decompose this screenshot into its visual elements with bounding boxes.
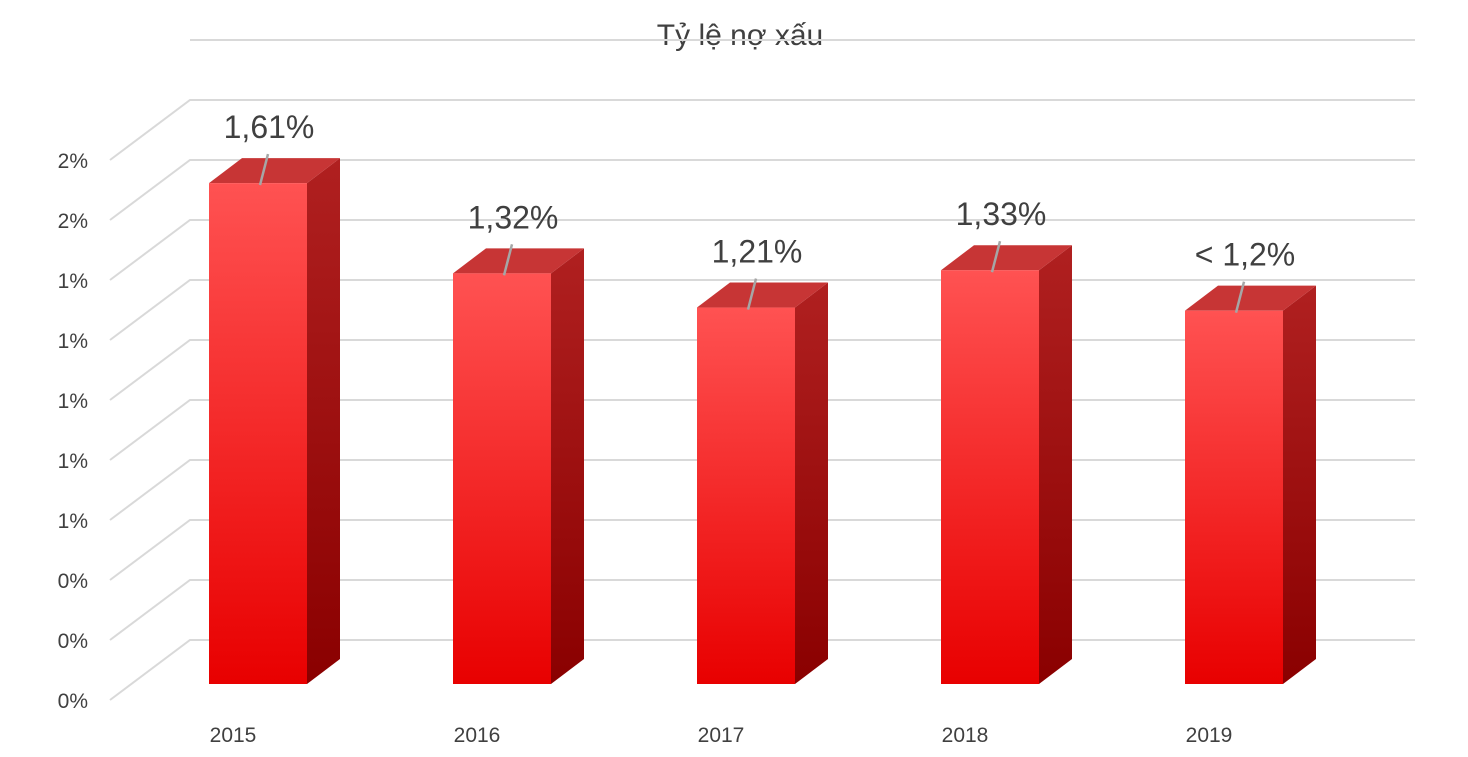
bar xyxy=(209,158,340,685)
bar-front xyxy=(941,270,1039,684)
data-label: < 1,2% xyxy=(1195,237,1296,273)
y-tick-label: 2% xyxy=(58,210,88,233)
y-tick-label: 1% xyxy=(58,330,88,353)
bar-top xyxy=(697,282,828,308)
bar-side xyxy=(307,158,340,685)
bar-top xyxy=(1185,285,1316,311)
y-tick-label: 2% xyxy=(58,150,88,173)
bar-top xyxy=(453,248,584,274)
gridline xyxy=(109,99,1415,161)
bar xyxy=(453,248,584,685)
x-category-label: 2015 xyxy=(210,724,257,747)
y-tick-label: 1% xyxy=(58,510,88,533)
y-axis-tick-labels: 0% 0% 0% 1% 1% 1% 1% 1% 2% 2% xyxy=(58,150,88,713)
gridline xyxy=(109,219,1415,281)
x-category-label: 2018 xyxy=(942,724,989,747)
y-tick-label: 0% xyxy=(58,570,88,593)
y-tick-label: 1% xyxy=(58,450,88,473)
bar-front xyxy=(1185,310,1283,684)
y-tick-label: 1% xyxy=(58,390,88,413)
gridline xyxy=(109,159,1415,221)
bar-side xyxy=(551,248,584,685)
data-label-leader xyxy=(990,240,1002,273)
data-label-leader xyxy=(258,153,270,186)
y-tick-label: 0% xyxy=(58,630,88,653)
data-labels: 1,61% 1,32% 1,21% 1,33% < 1,2% xyxy=(224,109,1296,313)
x-category-label: 2019 xyxy=(1186,724,1233,747)
data-label: 1,61% xyxy=(224,109,315,145)
data-label: 1,33% xyxy=(956,196,1047,232)
chart-title: Tỷ lệ nợ xấu xyxy=(657,19,823,52)
bar-top xyxy=(941,245,1072,271)
bars xyxy=(209,158,1316,685)
bar-front xyxy=(209,183,307,684)
bar-side xyxy=(795,282,828,684)
data-label-leader xyxy=(502,244,514,276)
bar-front xyxy=(697,307,795,684)
bar-top xyxy=(209,158,340,184)
data-label: 1,32% xyxy=(468,199,559,235)
data-label: 1,21% xyxy=(712,234,803,270)
bar-front xyxy=(453,273,551,684)
gridlines xyxy=(109,39,1415,701)
bar-side xyxy=(1283,285,1316,684)
x-axis-category-labels: 2015 2016 2017 2018 2019 xyxy=(210,724,1233,747)
x-category-label: 2016 xyxy=(454,724,501,747)
x-category-label: 2017 xyxy=(698,724,745,747)
bar-side xyxy=(1039,245,1072,684)
data-label-leader xyxy=(746,278,758,310)
y-tick-label: 0% xyxy=(58,690,88,713)
bar xyxy=(941,245,1072,684)
bar xyxy=(697,282,828,684)
bar xyxy=(1185,285,1316,684)
y-tick-label: 1% xyxy=(58,270,88,293)
data-label-leader xyxy=(1234,281,1246,313)
